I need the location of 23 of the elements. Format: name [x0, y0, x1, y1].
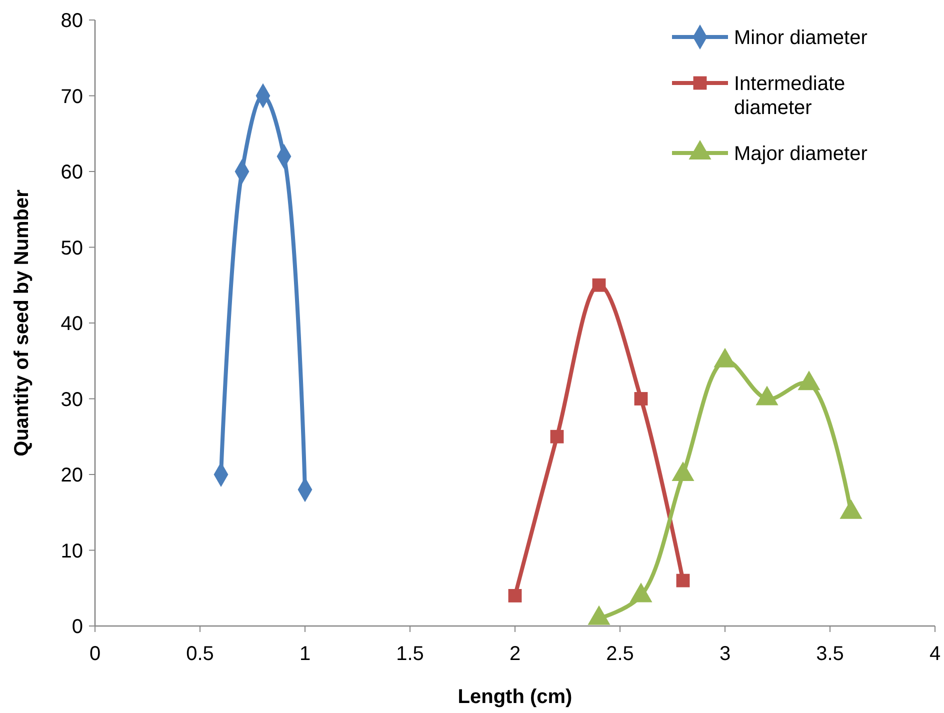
- x-tick-label: 2.5: [606, 643, 634, 665]
- legend-label: Major diameter: [734, 143, 868, 165]
- x-tick-label: 1.5: [396, 643, 424, 665]
- y-tick-label: 20: [60, 464, 83, 486]
- legend-label: Minor diameter: [734, 27, 868, 49]
- legend-label: Intermediate diameter: [734, 73, 846, 119]
- x-tick-label: 3: [719, 643, 731, 665]
- x-tick-label: 0.5: [186, 643, 214, 665]
- y-tick-label: 0: [72, 616, 83, 638]
- y-tick-label: 40: [60, 313, 83, 335]
- y-tick-label: 80: [60, 10, 83, 32]
- x-tick-label: 1: [299, 643, 311, 665]
- x-tick-label: 4: [929, 643, 941, 665]
- x-tick-label: 3.5: [816, 643, 844, 665]
- x-axis-title: Length (cm): [458, 686, 572, 708]
- y-tick-label: 10: [60, 540, 83, 562]
- y-tick-label: 70: [60, 86, 83, 108]
- y-tick-label: 60: [60, 162, 83, 184]
- y-tick-label: 30: [60, 388, 83, 411]
- y-axis-title: Quantity of seed by Number: [11, 189, 33, 456]
- x-tick-label: 2: [509, 643, 521, 665]
- y-tick-label: 50: [60, 237, 83, 260]
- x-tick-label: 0: [89, 643, 101, 665]
